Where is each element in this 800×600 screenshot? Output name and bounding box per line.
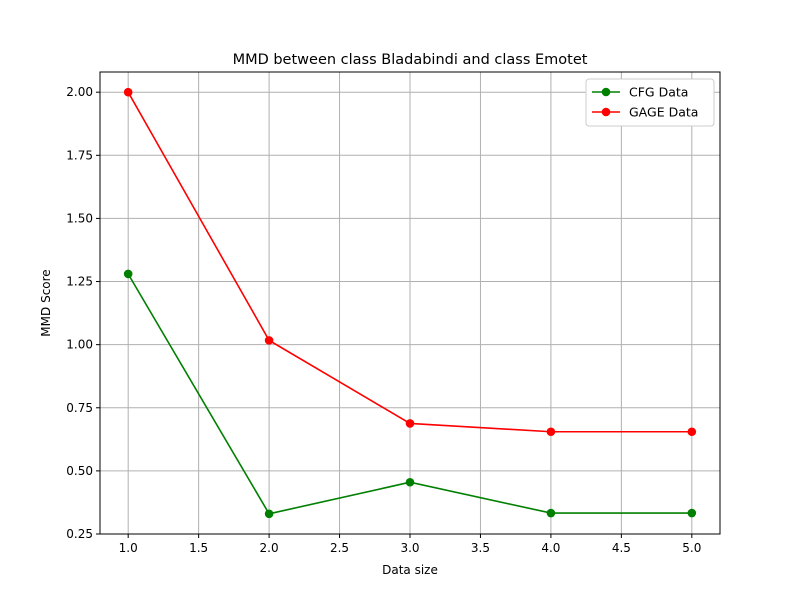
- y-tick-label: 1.75: [66, 148, 93, 162]
- x-tick-label: 4.0: [541, 541, 560, 555]
- y-tick-label: 1.00: [66, 338, 93, 352]
- tick-layer: 1.0 1.5 2.0 2.5 3.0 3.5 4.0 4.5 5.0 0.25 0.50 0.75 1…: [66, 85, 701, 555]
- data-point-gage-data: [405, 419, 415, 428]
- data-point-gage-data: [546, 427, 556, 437]
- data-point-gage-data: [264, 336, 274, 345]
- legend-label: GAGE Data: [629, 105, 698, 120]
- x-axis-title: Data size: [382, 563, 438, 577]
- y-tick-label: 1.25: [66, 275, 93, 289]
- x-tick-label: 1.5: [189, 541, 208, 555]
- legend-label: CFG Data: [629, 85, 688, 100]
- legend-item-gage-data: GAGE Data: [592, 105, 698, 120]
- legend-item-cfg-data: CFG Data: [592, 85, 688, 100]
- chart-title: MMD between class Bladabindi and class E…: [233, 52, 588, 68]
- y-tick-label: 2.00: [66, 85, 93, 99]
- series-layer: [123, 87, 697, 519]
- y-tick-label: 0.75: [66, 401, 93, 415]
- series-gage-data: [123, 87, 697, 437]
- series-cfg-data: [123, 269, 697, 519]
- data-point-gage-data: [687, 427, 697, 437]
- data-point-gage-data: [123, 87, 133, 97]
- legend-swatch-marker: [601, 87, 611, 97]
- data-point-cfg-data: [264, 509, 274, 519]
- y-tick-label: 0.25: [66, 527, 93, 541]
- data-point-cfg-data: [546, 508, 556, 518]
- x-tick-label: 5.0: [682, 541, 701, 555]
- x-tick-label: 1.0: [119, 541, 138, 555]
- x-tick-label: 3.0: [400, 541, 419, 555]
- y-tick-label: 1.50: [66, 211, 93, 225]
- x-tick-label: 3.5: [471, 541, 490, 555]
- data-point-cfg-data: [687, 508, 697, 518]
- legend-swatch-marker: [601, 107, 611, 117]
- legend: CFG Data GAGE Data: [585, 78, 715, 127]
- y-tick-label: 0.50: [66, 464, 93, 478]
- data-point-cfg-data: [123, 269, 133, 279]
- legend-frame: [585, 78, 715, 127]
- y-axis-title: MMD Score: [39, 269, 53, 336]
- data-point-cfg-data: [405, 477, 415, 487]
- x-tick-label: 2.0: [260, 541, 279, 555]
- x-tick-label: 4.5: [612, 541, 631, 555]
- x-tick-label: 2.5: [330, 541, 349, 555]
- grid-layer: [100, 72, 720, 535]
